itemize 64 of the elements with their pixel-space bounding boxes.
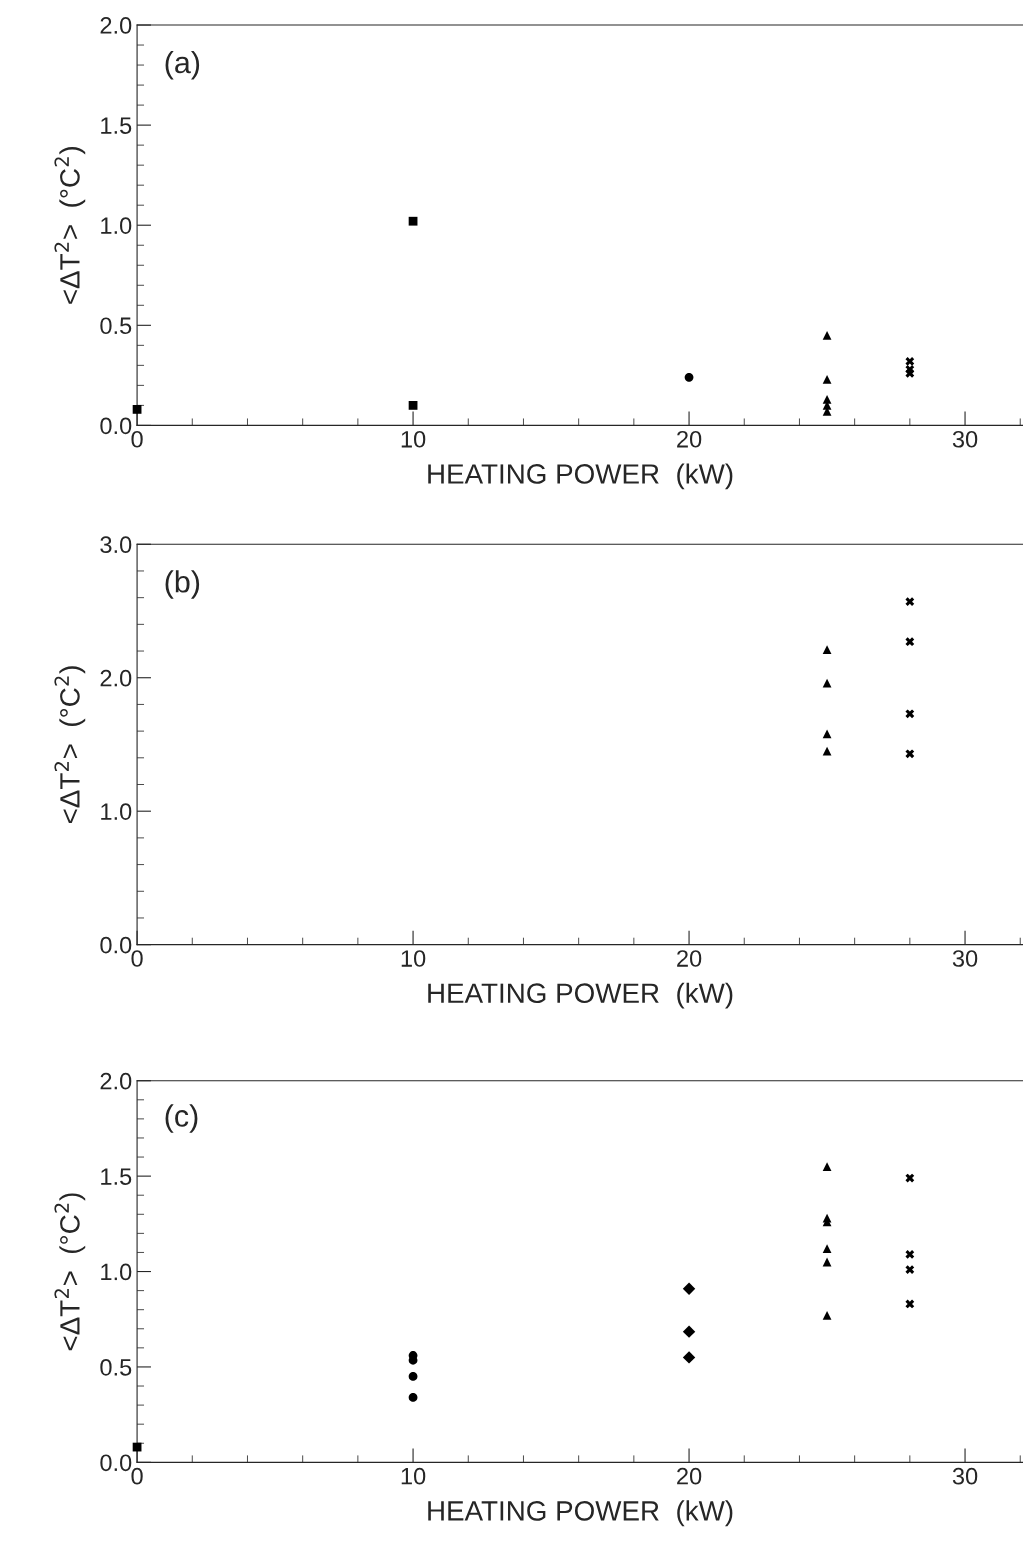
x-tick-label: 0	[131, 430, 143, 448]
x-axis-title: HEATING POWER (kW)	[428, 1500, 733, 1527]
y-tick-label: 0.0	[100, 1454, 132, 1472]
y-axis-title: <ΔT$^{2}$> (°C$^{2}$)	[54, 1193, 86, 1351]
y-tick-label: 3.0	[100, 536, 132, 554]
point	[408, 216, 418, 226]
y-tick-label: 1.5	[101, 117, 132, 134]
y-tick-label: 0.5	[100, 1359, 132, 1376]
x-tick-label: 10	[401, 430, 426, 448]
x-tick-label: 10	[401, 950, 426, 967]
point	[905, 356, 915, 366]
x-tick-label: 0	[131, 950, 143, 967]
point	[822, 1311, 832, 1320]
x-tick-label: 20	[677, 430, 702, 448]
point	[132, 405, 142, 414]
y-axis-title: <ΔT$^{2}$> (°C$^{2}$)	[54, 147, 86, 304]
x-tick-label: 20	[677, 950, 702, 967]
x-tick-label: 10	[401, 1467, 426, 1485]
y-tick-label: 2.0	[100, 17, 132, 34]
point	[822, 645, 832, 655]
y-tick-label: 0.0	[100, 936, 132, 954]
point	[822, 1244, 832, 1254]
point	[822, 330, 832, 340]
point	[408, 1372, 418, 1381]
point	[822, 1257, 832, 1267]
point	[905, 709, 915, 719]
point	[905, 1249, 915, 1259]
y-tick-label: 2.0	[100, 669, 132, 687]
x-tick-label: 30	[952, 1467, 978, 1485]
y-tick-label: 1.0	[101, 803, 132, 820]
y-tick-label: 1.0	[101, 217, 132, 234]
point	[905, 1265, 915, 1275]
point	[822, 394, 832, 404]
point	[408, 401, 418, 410]
annotation: (c)	[165, 1104, 198, 1133]
annotation: (b)	[165, 570, 200, 599]
y-tick-label: 0.0	[100, 417, 132, 435]
x-tick-label: 20	[677, 1467, 702, 1485]
y-tick-label: 1.0	[101, 1263, 132, 1281]
point	[682, 1351, 696, 1364]
point	[822, 729, 832, 739]
y-tick-label: 0.5	[100, 317, 132, 335]
y-axis-title: <ΔT$^{2}$> (°C$^{2}$)	[54, 666, 86, 824]
point	[822, 746, 832, 756]
point	[905, 637, 915, 647]
x-axis-title: HEATING POWER (kW)	[428, 463, 733, 490]
point	[822, 1162, 832, 1171]
x-tick-label: 30	[952, 430, 978, 448]
x-tick-label: 0	[131, 1467, 143, 1485]
x-axis-title: HEATING POWER (kW)	[428, 982, 733, 1009]
point	[905, 1299, 915, 1309]
point	[684, 372, 694, 382]
annotation: (a)	[165, 50, 200, 80]
y-tick-label: 2.0	[100, 1072, 132, 1090]
point	[822, 374, 832, 384]
point	[682, 1325, 696, 1338]
point	[905, 597, 915, 607]
x-tick-label: 30	[952, 950, 978, 967]
point	[905, 1173, 915, 1183]
y-tick-label: 1.5	[101, 1168, 132, 1185]
point	[905, 368, 915, 378]
point	[408, 1393, 418, 1402]
point	[905, 749, 915, 759]
point	[682, 1282, 696, 1295]
